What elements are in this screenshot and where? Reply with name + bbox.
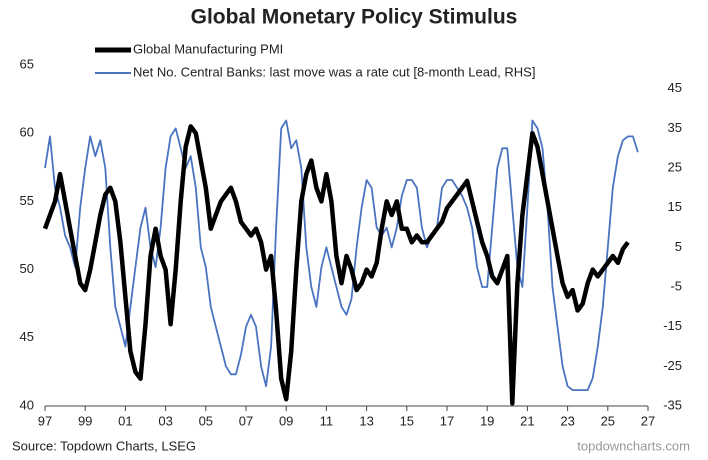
x-tick-label: 27 [641, 413, 655, 428]
y2-tick-label: 45 [668, 80, 682, 95]
x-tick-label: 99 [78, 413, 92, 428]
y-tick-label: 45 [20, 329, 34, 344]
x-tick-label: 97 [38, 413, 52, 428]
source-note: Source: Topdown Charts, LSEG [12, 438, 196, 453]
x-tick-label: 05 [199, 413, 213, 428]
y2-tick-label: 5 [675, 239, 682, 254]
y2-tick-label: 35 [668, 120, 682, 135]
y-tick-label: 40 [20, 397, 34, 412]
x-tick-label: 13 [359, 413, 373, 428]
y-tick-label: 50 [20, 261, 34, 276]
x-tick-label: 19 [480, 413, 494, 428]
x-tick-label: 09 [279, 413, 293, 428]
y2-tick-label: -5 [670, 278, 682, 293]
y-tick-label: 65 [20, 56, 34, 71]
y2-tick-label: -25 [663, 358, 682, 373]
watermark: topdowncharts.com [577, 438, 690, 453]
series-line [44, 119, 639, 391]
y2-tick-label: 25 [668, 160, 682, 175]
legend-label: Net No. Central Banks: last move was a r… [133, 64, 535, 79]
y-tick-label: 60 [20, 125, 34, 140]
series-line [42, 124, 630, 406]
x-tick-label: 21 [520, 413, 534, 428]
x-tick-label: 25 [601, 413, 615, 428]
x-tick-label: 11 [320, 413, 334, 428]
x-tick-label: 03 [158, 413, 172, 428]
x-tick-label: 15 [400, 413, 414, 428]
chart-title: Global Monetary Policy Stimulus [191, 6, 518, 29]
x-tick-label: 07 [239, 413, 253, 428]
x-tick-label: 01 [118, 413, 132, 428]
x-tick-label: 17 [440, 413, 454, 428]
y-tick-label: 55 [20, 193, 34, 208]
x-tick-label: 23 [560, 413, 574, 428]
y2-tick-label: -35 [663, 397, 682, 412]
y2-tick-label: 15 [668, 199, 682, 214]
y2-tick-label: -15 [663, 318, 682, 333]
legend-label: Global Manufacturing PMI [133, 41, 283, 56]
